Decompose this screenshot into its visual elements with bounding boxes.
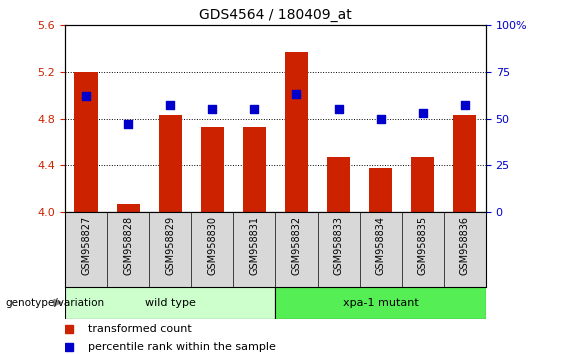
Text: GSM958832: GSM958832 [292,216,302,275]
Bar [159,115,182,212]
Bar [369,168,392,212]
Text: GSM958833: GSM958833 [333,216,344,275]
Text: GSM958836: GSM958836 [460,216,470,275]
Point [250,106,259,112]
Text: GSM958827: GSM958827 [81,216,91,275]
Bar [276,287,486,319]
Point [334,106,343,112]
Text: percentile rank within the sample: percentile rank within the sample [88,342,276,352]
Point [124,121,133,127]
Point [460,103,470,108]
Text: GSM958830: GSM958830 [207,216,218,275]
Bar [201,127,224,212]
Text: GSM958831: GSM958831 [249,216,259,275]
Text: xpa-1 mutant: xpa-1 mutant [343,298,419,308]
Point [418,110,427,116]
Text: genotype/variation: genotype/variation [6,298,105,308]
Bar [327,157,350,212]
Point [81,93,90,99]
Text: transformed count: transformed count [88,324,192,333]
Bar [65,287,276,319]
Text: GSM958829: GSM958829 [165,216,175,275]
Point [208,106,217,112]
Point [376,116,385,121]
Bar [453,115,476,212]
Bar [75,72,98,212]
Title: GDS4564 / 180409_at: GDS4564 / 180409_at [199,8,352,22]
Bar [285,52,308,212]
Text: GSM958828: GSM958828 [123,216,133,275]
Point [292,91,301,97]
Text: wild type: wild type [145,298,195,308]
Text: GSM958834: GSM958834 [376,216,386,275]
Point [166,103,175,108]
Bar [243,127,266,212]
Bar [411,157,434,212]
Text: GSM958835: GSM958835 [418,216,428,275]
Bar [116,204,140,212]
